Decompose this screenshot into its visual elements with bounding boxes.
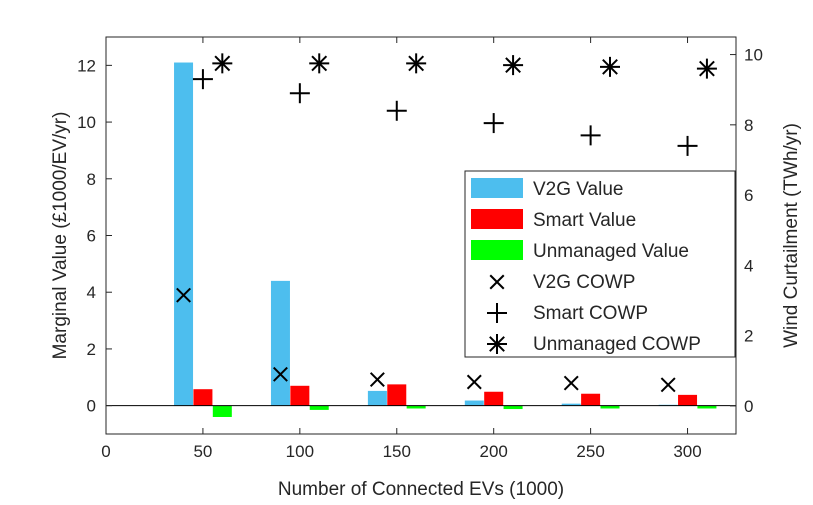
x-tick-label-100: 100 [286,442,314,461]
legend-box [464,170,736,358]
legend-v2g-value-label: V2G Value [533,179,623,200]
bar-v2g-value-90 [270,280,290,406]
y-right-tick-label-10: 10 [744,46,763,65]
bar-smart-value-150 [387,384,407,406]
y-left-tick-label-12: 12 [77,56,96,75]
bar-unmanaged-value-110 [309,405,329,410]
y-right-tick-label-6: 6 [744,186,753,205]
y-axis-left-title: Marginal Value (£1000/EV/yr) [50,112,71,360]
bar-smart-value-250 [581,393,601,406]
marker-smart-cowp-50 [192,69,213,90]
bar-unmanaged-value-60 [212,405,232,417]
y-right-tick-label-2: 2 [744,327,753,346]
y-right-tick-label-0: 0 [744,397,753,416]
legend-unmanaged-cowp-label: Unmanaged COWP [533,334,701,355]
marker-v2g-cowp-140 [369,372,385,388]
bar-v2g-value-140 [367,390,387,406]
legend-v2g-value-swatch [471,178,523,198]
bar-smart-value-300 [678,394,698,406]
marker-v2g-cowp-90 [273,366,288,382]
bar-v2g-value-190 [464,400,484,406]
bars-layer [174,62,717,417]
y-axis-right-title: Wind Curtailment (TWh/yr) [781,123,802,348]
legend-unmanaged-value-swatch [471,240,523,260]
bar-v2g-value-240 [561,403,581,406]
marker-v2g-cowp-40 [176,287,191,303]
bar-unmanaged-value-310 [697,405,717,409]
marker-v2g-cowp-190 [466,374,482,390]
y-left-tick-label-2: 2 [87,340,96,359]
marker-smart-cowp-150 [386,100,407,121]
bar-unmanaged-value-210 [503,405,523,410]
bar-smart-value-50 [193,389,213,406]
legend-v2g-cowp-symbol [489,274,505,290]
bar-unmanaged-value-160 [406,405,426,409]
legend-smart-value-swatch [471,209,523,229]
marker-smart-cowp-300 [677,135,698,156]
y-left-tick-label-0: 0 [87,397,96,416]
x-tick-label-150: 150 [383,442,411,461]
legend-smart-cowp-label: Smart COWP [533,303,648,324]
x-axis-title: Number of Connected EVs (1000) [278,479,564,500]
markers-layer [176,53,717,393]
x-tick-label-50: 50 [193,442,212,461]
y-right-tick-label-4: 4 [744,256,753,275]
bar-v2g-value-40 [174,62,194,406]
x-tick-label-0: 0 [101,442,110,461]
y-axis-left: 0 2 4 6 8 10 12 [77,56,112,416]
bar-unmanaged-value-260 [600,405,620,409]
x-axis: 0 50 100 150 200 250 300 [101,37,702,461]
x-tick-label-200: 200 [480,442,508,461]
x-tick-label-250: 250 [576,442,604,461]
marker-unmanaged-cowp-160 [406,53,427,74]
marker-unmanaged-cowp-310 [696,58,717,79]
x-tick-label-300: 300 [673,442,701,461]
marker-unmanaged-cowp-60 [212,53,233,74]
y-left-tick-label-6: 6 [87,227,96,246]
y-left-tick-label-10: 10 [77,113,96,132]
y-right-tick-label-8: 8 [744,116,753,135]
legend-unmanaged-cowp-symbol [487,334,507,354]
legend: V2G Value Smart Value Unmanaged Value V2G C… [464,170,736,358]
marker-unmanaged-cowp-210 [503,55,524,76]
marker-unmanaged-cowp-260 [600,56,620,77]
marker-v2g-cowp-240 [563,375,579,391]
marker-smart-cowp-250 [580,125,601,146]
y-axis-right: 0 2 4 6 8 10 [730,46,763,416]
legend-unmanaged-value-label: Unmanaged Value [533,241,689,262]
marker-smart-cowp-200 [483,113,504,134]
bar-smart-value-100 [290,385,310,406]
marker-unmanaged-cowp-110 [309,53,330,74]
y-left-tick-label-4: 4 [87,283,96,302]
marker-v2g-cowp-290 [660,377,676,393]
y-left-tick-label-8: 8 [87,170,96,189]
marker-smart-cowp-100 [289,83,310,104]
legend-v2g-cowp-label: V2G COWP [533,272,635,293]
legend-smart-cowp-symbol [487,303,507,323]
bar-smart-value-200 [484,391,504,406]
legend-smart-value-label: Smart Value [533,210,636,231]
